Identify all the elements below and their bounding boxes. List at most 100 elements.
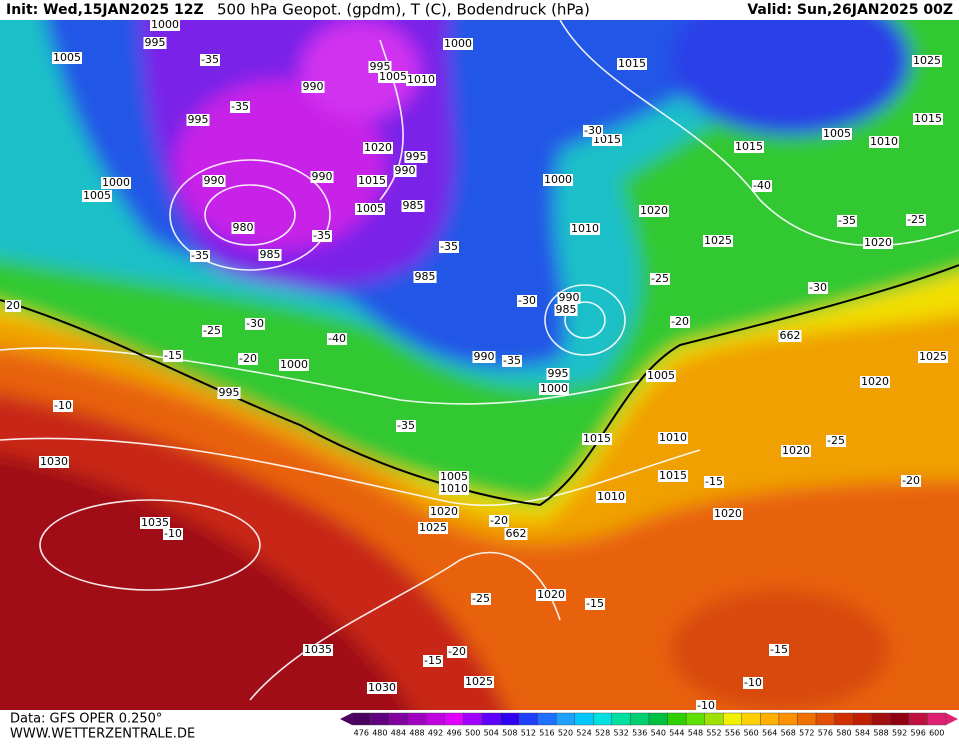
isobar-label-box bbox=[557, 292, 581, 304]
isobar-label-box bbox=[464, 676, 494, 688]
init-time: Init: Wed,15JAN2025 12Z bbox=[6, 2, 204, 18]
colorbar-label: 568 bbox=[781, 729, 796, 738]
colorbar-label: 504 bbox=[484, 729, 499, 738]
isobar-label: 990 bbox=[303, 80, 324, 93]
temperature-label-box bbox=[901, 475, 921, 487]
isobar-label-box bbox=[913, 113, 943, 125]
isobar-label: 995 bbox=[406, 150, 427, 163]
colorbar-label: 584 bbox=[855, 729, 870, 738]
temperature-label: -25 bbox=[651, 272, 669, 285]
isobar-label-box bbox=[596, 491, 626, 503]
colorbar-label: 492 bbox=[428, 729, 443, 738]
isobar-label: 1005 bbox=[53, 51, 81, 64]
isobar-label: 985 bbox=[403, 199, 424, 212]
colorbar-swatch bbox=[815, 712, 835, 726]
temperature-label: -20 bbox=[671, 315, 689, 328]
isobar-label-box bbox=[367, 682, 397, 694]
colorbar-label: 588 bbox=[873, 729, 888, 738]
colorbar-label: 524 bbox=[576, 729, 591, 738]
isobar-label: 1015 bbox=[358, 174, 386, 187]
temperature-label: -10 bbox=[164, 527, 182, 540]
isobar-label-box bbox=[401, 200, 425, 212]
isobar bbox=[559, 20, 959, 247]
isobar-label-box bbox=[439, 483, 469, 495]
isobar-label-box bbox=[258, 249, 282, 261]
isobar-label: 1020 bbox=[714, 507, 742, 520]
temperature-label-box bbox=[650, 273, 670, 285]
isobar-label: 1005 bbox=[356, 202, 384, 215]
isobar-label-box bbox=[658, 470, 688, 482]
isobar-label-box bbox=[536, 589, 566, 601]
isobar-label: 990 bbox=[559, 291, 580, 304]
website: WWW.WETTERZENTRALE.DE bbox=[10, 727, 195, 742]
colorbar-label: 528 bbox=[595, 729, 610, 738]
isobar-label-box bbox=[363, 142, 393, 154]
isobar-label-box bbox=[443, 38, 473, 50]
isobar-label-box bbox=[539, 383, 569, 395]
colorbar-label: 592 bbox=[892, 729, 907, 738]
colorbar-swatch bbox=[927, 712, 947, 726]
colorbar-label: 572 bbox=[799, 729, 814, 738]
temperature-label-box bbox=[696, 700, 716, 712]
isobar-label: 1010 bbox=[659, 431, 687, 444]
colorbar-label: 540 bbox=[651, 729, 666, 738]
isobar-label-box bbox=[439, 471, 469, 483]
temperature-label: -40 bbox=[328, 332, 346, 345]
isobar-label: 1005 bbox=[440, 470, 468, 483]
temperature-label: -25 bbox=[203, 324, 221, 337]
isobar-label-box bbox=[202, 175, 226, 187]
colorbar-swatch bbox=[685, 712, 705, 726]
temperature-label-box bbox=[312, 230, 332, 242]
isobar bbox=[39, 499, 261, 591]
isobar-label-box bbox=[418, 522, 448, 534]
isobar-label-box bbox=[393, 165, 417, 177]
colorbar-swatch bbox=[852, 712, 872, 726]
colorbar-label: 552 bbox=[706, 729, 721, 738]
colorbar-swatch bbox=[611, 712, 631, 726]
colorbar-swatch bbox=[463, 712, 483, 726]
isobar-label: 1035 bbox=[304, 643, 332, 656]
colorbar-label: 560 bbox=[743, 729, 758, 738]
colorbar-label: 512 bbox=[521, 729, 536, 738]
temperature-label-box bbox=[447, 646, 467, 658]
isobar-label: 1020 bbox=[364, 141, 392, 154]
temperature-label-box bbox=[163, 528, 183, 540]
isobar-label-box bbox=[378, 71, 408, 83]
temperature-label-box bbox=[471, 593, 491, 605]
temperature-label: -40 bbox=[753, 179, 771, 192]
isobar-label: 1025 bbox=[919, 350, 947, 363]
band-magenta-north bbox=[300, 20, 420, 120]
temperature-label-box bbox=[202, 325, 222, 337]
band-blue-east bbox=[670, 20, 910, 135]
temperature-label: -35 bbox=[440, 240, 458, 253]
geopotential-552-line bbox=[0, 264, 959, 507]
isobar-label-box bbox=[658, 432, 688, 444]
isobar-label: 990 bbox=[474, 350, 495, 363]
isobar-label: 1015 bbox=[735, 140, 763, 153]
colorbar-swatch bbox=[667, 712, 687, 726]
temperature-label: -35 bbox=[503, 354, 521, 367]
temperature-label: -15 bbox=[164, 349, 182, 362]
temperature-label-box bbox=[396, 420, 416, 432]
isobar-label-box bbox=[231, 222, 255, 234]
colorbar-swatch bbox=[555, 712, 575, 726]
isobar-label: 1010 bbox=[870, 135, 898, 148]
colorbar-label: 516 bbox=[539, 729, 554, 738]
isobar-label-box bbox=[543, 174, 573, 186]
isobar bbox=[379, 39, 404, 201]
isobar bbox=[0, 437, 701, 507]
colorbar-label: 484 bbox=[391, 729, 406, 738]
isobar-label-box bbox=[5, 300, 21, 312]
colorbar-label: 544 bbox=[669, 729, 684, 738]
isobar-label: 980 bbox=[233, 221, 254, 234]
colorbar-label: 500 bbox=[465, 729, 480, 738]
isobar-label-box bbox=[310, 171, 334, 183]
isobar-label: 1010 bbox=[597, 490, 625, 503]
temperature-label: -35 bbox=[231, 100, 249, 113]
isobar bbox=[249, 551, 561, 701]
temperature-label: -35 bbox=[191, 249, 209, 262]
isobar-label-box bbox=[303, 644, 333, 656]
isobar-label-box bbox=[217, 387, 241, 399]
temperature-label: -35 bbox=[838, 214, 856, 227]
